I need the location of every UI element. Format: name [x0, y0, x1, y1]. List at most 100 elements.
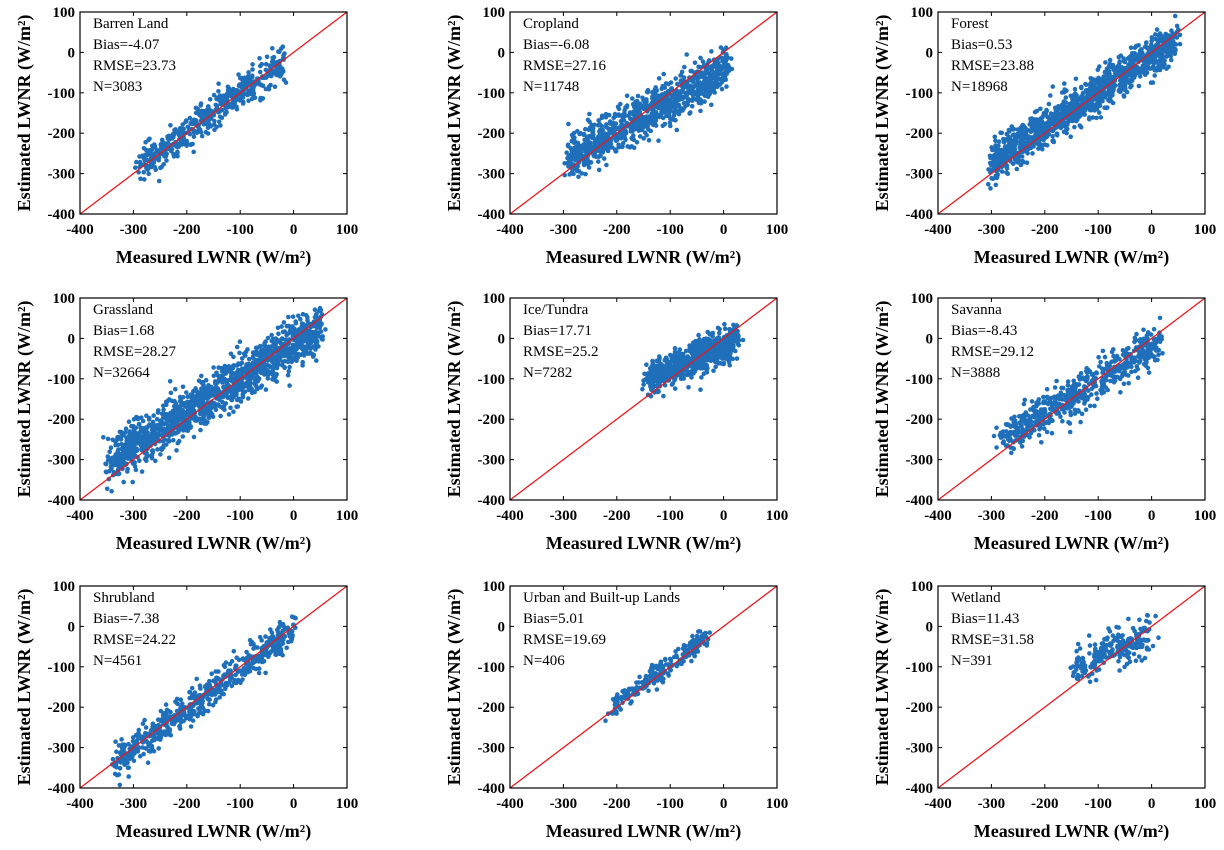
scatter-point [571, 130, 577, 136]
scatter-point [624, 93, 630, 99]
scatter-point [712, 84, 717, 90]
scatter-point [275, 72, 281, 78]
scatter-point [619, 113, 625, 118]
scatter-point [690, 84, 696, 89]
scatter-point [231, 86, 236, 92]
scatter-point [246, 70, 251, 75]
x-tick-label: -400 [66, 508, 94, 524]
scatter-point [674, 127, 680, 133]
scatter-point [148, 164, 153, 170]
scatter-point [1068, 134, 1073, 139]
scatter-point [300, 363, 305, 368]
scatter-point [683, 348, 689, 354]
scatter-point [108, 445, 114, 451]
scatter-point [163, 399, 169, 405]
scatter-point [188, 424, 193, 429]
scatter-point [700, 85, 705, 90]
scatter-point [719, 67, 725, 72]
x-tick-label: 100 [336, 222, 359, 238]
scatter-point [724, 56, 729, 62]
scatter-point [1117, 87, 1122, 92]
scatter-point [700, 59, 706, 64]
scatter-point [216, 119, 222, 125]
scatter-point [283, 80, 289, 85]
scatter-point [1090, 91, 1096, 96]
scatter-point [720, 361, 725, 367]
scatter-point [618, 119, 624, 124]
plot-frame [79, 297, 348, 501]
scatter-point [638, 116, 644, 121]
scatter-point [1050, 134, 1055, 139]
scatter-point [727, 326, 732, 332]
scatter-point [1040, 146, 1045, 152]
scatter-point [691, 371, 696, 376]
scatter-point [250, 355, 256, 361]
scatter-point [245, 396, 251, 401]
scatter-point [594, 141, 599, 146]
scatter-point [285, 372, 291, 378]
x-tick-label: -100 [1084, 222, 1112, 238]
scatter-point [1062, 110, 1068, 116]
x-tick-label: -400 [924, 222, 952, 238]
scatter-point [1017, 135, 1022, 140]
stat-annotation: N=3083 [93, 79, 142, 95]
scatter-point [222, 376, 227, 382]
scatter-point [687, 111, 692, 116]
scatter-point [1097, 85, 1103, 91]
scatter-point [218, 123, 223, 128]
scatter-point [156, 178, 162, 184]
scatter-point [233, 391, 239, 397]
scatter-point [1098, 115, 1104, 120]
scatter-point [642, 371, 647, 377]
x-tick-label: -200 [1031, 222, 1059, 238]
scatter-point [686, 385, 691, 390]
scatter-point [718, 45, 724, 50]
scatter-point [612, 147, 618, 152]
scatter-point [170, 432, 175, 437]
scatter-point [1062, 87, 1067, 92]
scatter-point [1164, 54, 1170, 59]
scatter-point [719, 86, 725, 92]
scatter-point [319, 336, 325, 342]
scatter-point [138, 443, 144, 449]
scatter-point [208, 410, 213, 415]
scatter-point [120, 450, 126, 455]
y-tick-label: 0 [498, 45, 506, 61]
stat-annotation: Bias=0.53 [951, 37, 1012, 53]
scatter-point [632, 116, 638, 121]
scatter-point [631, 145, 637, 151]
scatter-point [633, 112, 638, 117]
scatter-point [281, 320, 287, 325]
scatter-point [1129, 59, 1134, 65]
scatter-point [1040, 122, 1046, 128]
scatter-point [212, 118, 217, 124]
y-tick-label: -300 [48, 453, 76, 469]
scatter-point [585, 117, 591, 123]
scatter-point [246, 356, 252, 362]
scatter-point [242, 366, 247, 371]
scatter-point [199, 112, 205, 118]
scatter-point [1045, 120, 1051, 126]
scatter-point [246, 374, 252, 380]
scatter-point [286, 314, 291, 320]
scatter-point [159, 164, 164, 170]
scatter-point [644, 133, 649, 138]
scatter-point [1177, 41, 1183, 47]
scatter-point [1031, 134, 1037, 140]
scatter-point [147, 415, 152, 421]
scatter-point [1144, 40, 1149, 45]
scatter-point [210, 401, 215, 406]
one-to-one-line [937, 11, 1206, 215]
scatter-point [583, 149, 588, 154]
scatter-point [303, 313, 309, 318]
scatter-point [191, 388, 196, 394]
scatter-point [257, 82, 263, 87]
scatter-point [1044, 107, 1049, 113]
scatter-point [216, 97, 221, 102]
scatter-point [709, 102, 714, 108]
scatter-point [1129, 83, 1134, 89]
scatter-point [149, 453, 154, 458]
scatter-point [1042, 135, 1048, 141]
scatter-point [255, 374, 260, 380]
scatter-point [1087, 90, 1093, 96]
